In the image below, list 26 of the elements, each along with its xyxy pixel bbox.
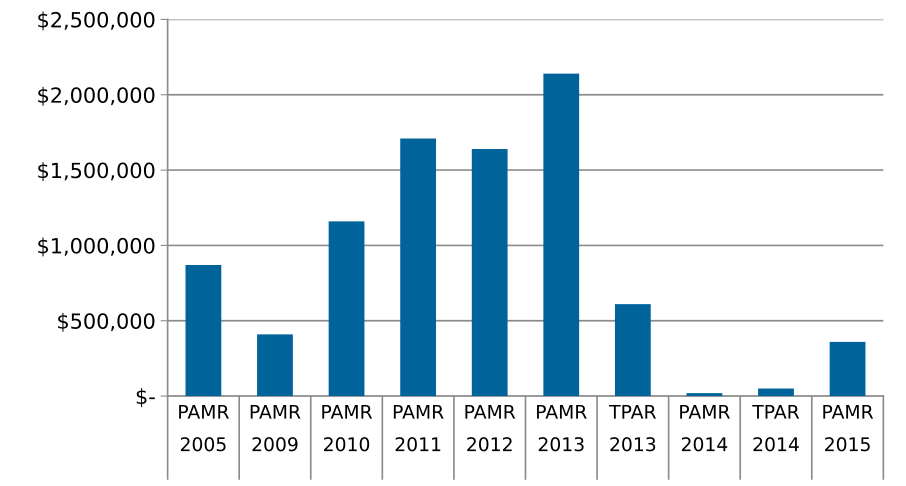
x-tick-label: TPAR 2014 [752, 405, 800, 452]
bar [758, 388, 794, 396]
bar [830, 342, 866, 396]
x-tick-label: PAMR 2005 [179, 405, 229, 452]
x-tick-label: PAMR 2010 [322, 405, 372, 452]
x-tick-label: PAMR 2014 [680, 405, 730, 452]
y-tick-label: $2,000,000 [38, 86, 154, 106]
x-tick-label: PAMR 2011 [394, 405, 444, 452]
bar [686, 393, 722, 396]
bar [186, 265, 222, 396]
y-tick-label: $- [136, 388, 155, 408]
x-tick-label: PAMR 2009 [250, 405, 301, 452]
x-tick-label: PAMR 2012 [465, 405, 516, 452]
bar [328, 221, 364, 396]
y-tick-label: $2,500,000 [38, 12, 154, 30]
y-tick-label: $500,000 [58, 312, 154, 332]
x-tick-label: PAMR 2015 [823, 405, 874, 452]
bar [400, 138, 436, 396]
x-tick-label: PAMR 2013 [537, 405, 587, 452]
y-tick-label: $1,500,000 [38, 162, 154, 182]
bar [614, 304, 651, 396]
x-tick-label: TPAR 2013 [609, 405, 656, 452]
y-tick-label: $1,000,000 [38, 238, 154, 256]
bar [543, 74, 580, 396]
bar [472, 149, 508, 396]
bar [257, 334, 293, 396]
